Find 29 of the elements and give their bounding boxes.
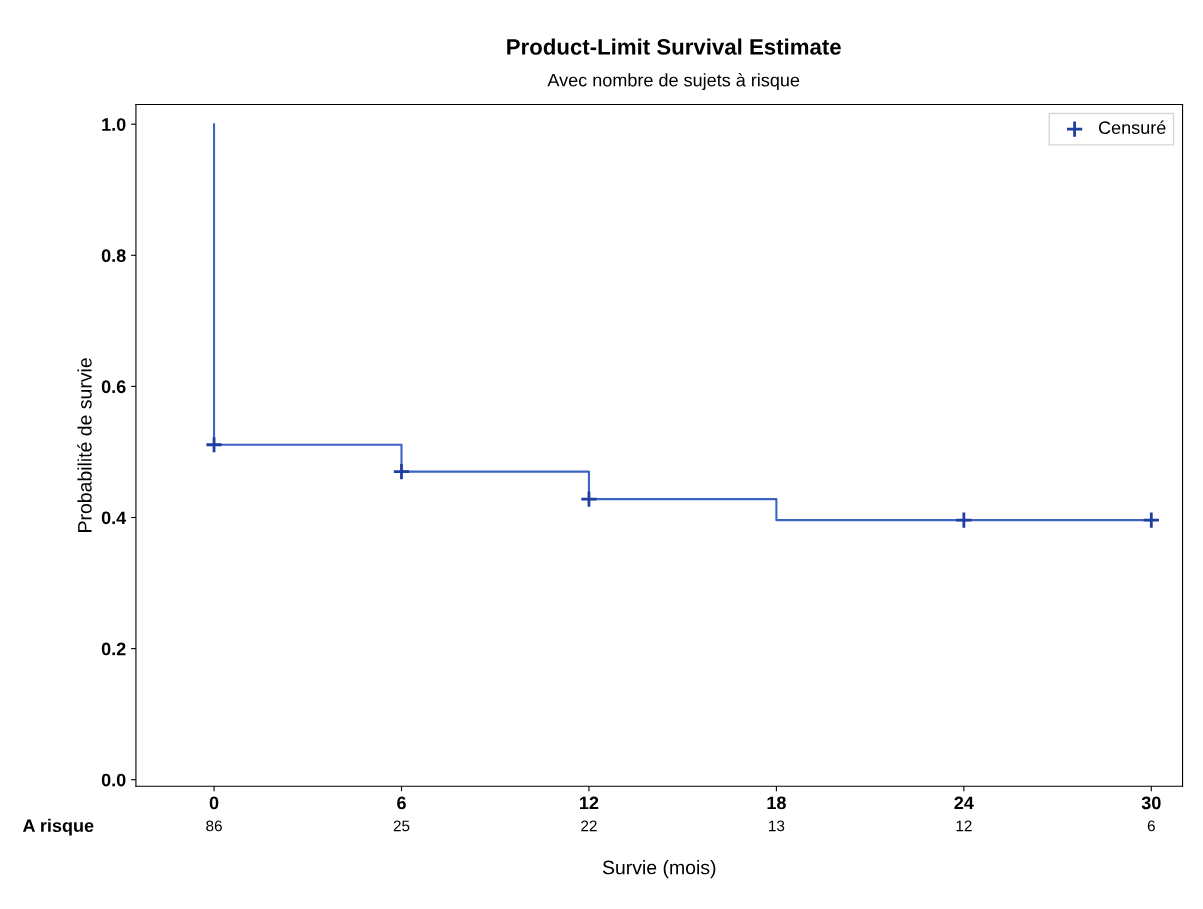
- point: [579, 490, 598, 509]
- text: 6: [1147, 820, 1155, 832]
- text: 22: [581, 820, 597, 832]
- x-tick-label: 6: [397, 796, 406, 810]
- x-tick-label: 0: [209, 796, 219, 810]
- text: 13: [769, 820, 785, 832]
- y-tick-label: 0.2: [101, 642, 126, 656]
- y-tick-label: 0.0: [101, 773, 126, 787]
- text: 86: [206, 820, 222, 832]
- point: [392, 462, 411, 481]
- chart-title: Product-Limit Survival Estimate: [507, 38, 841, 55]
- text: 12: [956, 820, 972, 832]
- y-tick-label: 0.6: [101, 380, 126, 394]
- point: [954, 511, 973, 530]
- x-axis-title: Survie (mois): [602, 860, 716, 879]
- x-tick-label: 12: [580, 796, 599, 810]
- y-tick-label: 0.8: [101, 249, 126, 263]
- point: [205, 435, 224, 454]
- y-tick-label: 0.4: [101, 511, 127, 525]
- x-tick-label: 30: [1141, 796, 1161, 810]
- y-axis-title: Probabilité de survie: [77, 358, 92, 532]
- point: [1142, 511, 1161, 530]
- legend-label: Censuré: [1098, 120, 1166, 135]
- y-tick-label: 1.0: [102, 118, 126, 131]
- x-tick-label: 24: [954, 796, 974, 810]
- chart-subtitle: Avec nombre de sujets à risque: [547, 73, 800, 91]
- text: 25: [393, 820, 410, 832]
- x-tick-label: 18: [767, 796, 786, 810]
- text: A risque: [22, 818, 94, 836]
